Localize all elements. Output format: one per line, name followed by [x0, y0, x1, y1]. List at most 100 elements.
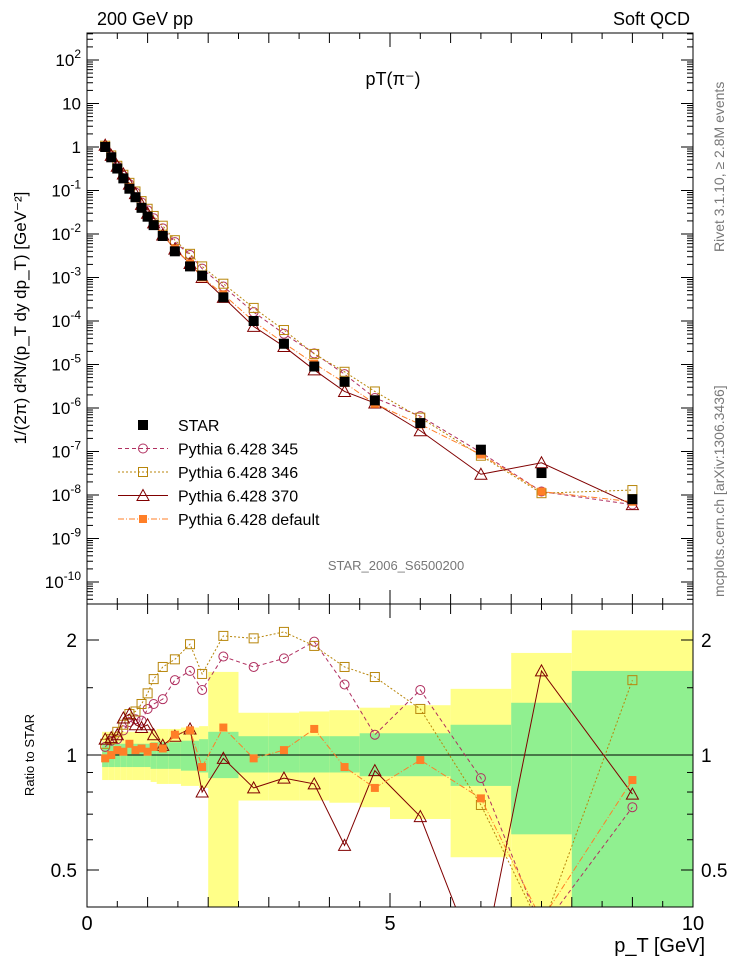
- ratio-line-series-0: [104, 641, 633, 907]
- ratio-point-series-2-4: [122, 706, 137, 720]
- ratio-point-series-2-5: [128, 717, 143, 731]
- main-ytick-label--3: 10-3: [51, 265, 81, 288]
- plot-title: pT(π⁻): [366, 69, 421, 89]
- main-point-series-0-3: [118, 173, 129, 184]
- ratio-point-series-1-8: [148, 674, 159, 685]
- main-point-series-0-17: [339, 376, 350, 387]
- ratio-point-series-0-11: [185, 665, 196, 676]
- ratio-point-series-1-13: [218, 630, 229, 641]
- main-point-series-0-19: [415, 418, 426, 429]
- ratio-point-series-0-9: [157, 694, 168, 705]
- main-panel: 10-10 10-9 10-8 10-7 10-6 10-5 10-4 10-3 10-2 10-…: [45, 32, 694, 605]
- mcplots-label: mcplots.cern.ch [arXiv:1306.3436]: [711, 385, 727, 597]
- main-point-series-0-12: [197, 270, 208, 281]
- band-outer-13: [208, 671, 239, 907]
- ratio-panel: 0 5 10 0.5 0.5 1 1 2 2: [51, 603, 727, 935]
- main-point-series-3-19: [413, 423, 428, 437]
- ratio-ytick-label-right-1: 1: [701, 746, 712, 767]
- ratio-point-series-0-22: [627, 802, 638, 813]
- main-point-series-0-10: [169, 246, 180, 257]
- ratio-point-series-3-19: [416, 756, 425, 765]
- main-point-series-0-13: [218, 292, 229, 303]
- legend-label-3: Pythia 6.428 370: [178, 489, 298, 506]
- ratio-point-series-2-18: [368, 763, 382, 777]
- main-ytick-label--7: 10-7: [51, 439, 81, 462]
- ratio-ytick-label-right-0: 0.5: [701, 861, 727, 882]
- ratio-ytick-label-left-0: 0.5: [51, 861, 77, 882]
- ratio-point-series-3-14: [249, 754, 258, 763]
- ratio-point-series-2-12: [195, 784, 209, 798]
- ratio-point-series-3-16: [310, 724, 319, 733]
- ratio-point-series-1-22: [627, 675, 638, 686]
- ratio-point-series-3-12: [198, 763, 207, 772]
- main-ytick-label-1: 10: [62, 95, 81, 114]
- legend-marker-3: [136, 488, 150, 501]
- header-energy: 200 GeV pp: [97, 9, 193, 29]
- ratio-point-series-1-19: [415, 703, 426, 714]
- ratio-point-series-1-18: [369, 672, 380, 683]
- ratio-point-series-3-18: [370, 783, 379, 792]
- ratio-point-series-0-18: [369, 729, 380, 740]
- main-point-series-0-2: [112, 163, 123, 174]
- y-axis-label-ratio: Ratio to STAR: [22, 714, 37, 796]
- ratio-point-series-2-6: [134, 720, 149, 734]
- ratio-point-series-0-12: [197, 684, 208, 695]
- ratio-point-series-3-3: [119, 747, 128, 756]
- main-point-series-3-17: [337, 384, 352, 397]
- main-point-series-0-22: [627, 494, 638, 505]
- main-point-series-2-13: [218, 278, 229, 289]
- band-inner-12: [199, 739, 209, 773]
- main-point-series-0-15: [278, 338, 289, 349]
- ratio-point-series-0-20: [475, 773, 486, 784]
- ratio-point-series-3-15: [279, 746, 288, 755]
- ratio-point-series-3-8: [149, 742, 158, 751]
- ratio-point-series-3-17: [340, 763, 349, 772]
- main-point-series-0-16: [309, 361, 320, 372]
- ratio-point-series-2-17: [337, 838, 352, 851]
- main-point-series-0-9: [157, 230, 168, 241]
- ratio-point-series-2-1: [104, 730, 119, 744]
- legend-marker-4: [139, 515, 147, 523]
- ratio-ytick-label-right-2: 2: [701, 631, 712, 652]
- ratio-point-series-3-11: [186, 726, 195, 735]
- main-point-series-0-11: [185, 261, 196, 272]
- ratio-point-series-3-0: [101, 754, 110, 763]
- band-inner-15: [268, 736, 300, 773]
- main-point-series-0-5: [130, 192, 141, 203]
- main-ytick-label--2: 10-2: [51, 221, 81, 244]
- ratio-ytick-label-left-1: 1: [66, 746, 77, 767]
- ratio-point-series-1-6: [136, 698, 147, 709]
- ratio-ytick-label-left-2: 2: [66, 631, 77, 652]
- ratio-point-series-2-2: [110, 727, 125, 741]
- main-point-series-0-8: [148, 220, 159, 231]
- ratio-xtick-label-0: 0: [81, 913, 92, 935]
- main-ytick-label--6: 10-6: [51, 395, 81, 418]
- main-point-series-0-21: [536, 468, 547, 479]
- ratio-xtick-label-2: 10: [682, 913, 704, 935]
- ratio-point-series-2-3: [116, 710, 131, 724]
- main-ytick-label--4: 10-4: [51, 308, 81, 331]
- ratio-point-series-0-13: [218, 651, 229, 662]
- ratio-point-series-3-5: [131, 746, 140, 755]
- ratio-point-series-3-20: [476, 794, 485, 803]
- ratio-point-series-0-10: [169, 675, 180, 686]
- ratio-point-series-3-9: [158, 744, 167, 753]
- ratio-point-series-3-10: [170, 730, 179, 739]
- main-ytick-label-2: 102: [55, 47, 81, 70]
- main-point-series-0-14: [248, 316, 259, 326]
- band-inner-21: [511, 702, 572, 835]
- band-inner-8: [150, 742, 157, 769]
- ratio-point-series-1-14: [248, 633, 259, 644]
- ratio-point-series-1-16: [309, 640, 320, 651]
- ratio-point-series-1-11: [185, 639, 196, 650]
- main-point-series-2-16: [309, 348, 320, 359]
- main-point-series-0-7: [142, 211, 153, 222]
- ratio-point-series-0-8: [148, 698, 159, 709]
- main-point-series-4-21: [537, 487, 546, 496]
- ratio-point-series-2-16: [307, 776, 322, 790]
- ratio-point-series-0-17: [339, 679, 350, 690]
- ratio-point-series-2-14: [246, 780, 261, 794]
- band-inner-11: [180, 740, 200, 771]
- ratio-point-series-1-7: [142, 688, 153, 699]
- rivet-version-label: Rivet 3.1.10, ≥ 2.8M events: [711, 82, 727, 252]
